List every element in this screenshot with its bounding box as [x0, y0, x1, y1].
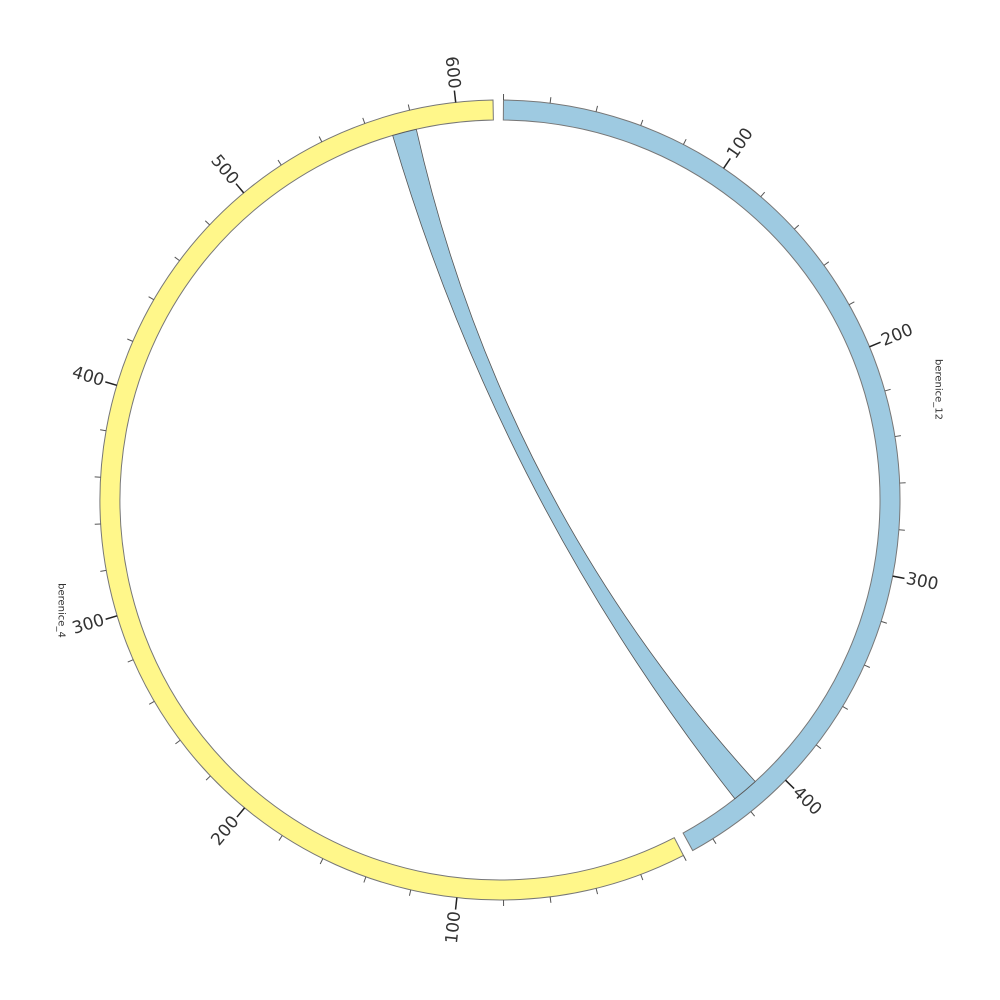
minor-tick	[100, 429, 107, 432]
minor-tick	[148, 296, 155, 301]
minor-tick	[319, 858, 324, 865]
minor-tick	[682, 138, 687, 145]
segment-label: berenice_4	[56, 583, 67, 638]
tick-label: 100	[442, 910, 465, 944]
minor-tick	[864, 664, 871, 668]
minor-tick	[595, 105, 598, 112]
major-tick	[784, 779, 795, 790]
major-tick	[236, 807, 246, 818]
minor-tick	[848, 301, 855, 306]
major-tick	[235, 183, 245, 194]
minor-tick	[549, 896, 552, 903]
segment-arc	[502, 99, 901, 852]
minor-tick	[880, 620, 888, 624]
minor-tick	[549, 97, 552, 104]
minor-tick	[277, 159, 282, 166]
major-tick	[105, 381, 118, 387]
minor-tick	[640, 119, 644, 126]
minor-tick	[174, 256, 180, 262]
minor-tick	[363, 876, 367, 883]
minor-tick	[205, 775, 211, 781]
minor-tick	[760, 191, 766, 198]
minor-tick	[794, 224, 800, 230]
minor-tick	[100, 569, 107, 572]
tick-label: 100	[723, 124, 758, 162]
minor-tick	[823, 261, 830, 266]
minor-tick	[362, 117, 366, 124]
minor-tick	[127, 338, 133, 342]
tick-label: 600	[441, 55, 464, 89]
segment-arc	[99, 99, 685, 901]
minor-tick	[408, 889, 412, 896]
minor-tick	[682, 855, 687, 862]
minor-tick	[204, 220, 210, 226]
tick-label: 300	[904, 569, 940, 595]
minor-tick	[842, 705, 849, 710]
tick-label: 200	[207, 812, 243, 850]
major-tick	[869, 341, 881, 348]
major-tick	[722, 157, 731, 169]
major-tick	[892, 575, 905, 580]
link-ribbon	[392, 128, 756, 800]
minor-tick	[175, 739, 181, 745]
minor-tick	[318, 136, 323, 143]
minor-tick	[750, 811, 756, 817]
major-tick	[453, 90, 457, 103]
minor-tick	[127, 659, 134, 663]
major-tick	[105, 615, 118, 620]
tick-label: 300	[70, 610, 107, 639]
tick-label: 400	[70, 362, 107, 390]
tick-label: 500	[206, 151, 242, 189]
tick-label: 200	[878, 320, 916, 351]
major-tick	[454, 897, 458, 910]
minor-tick	[148, 700, 155, 705]
minor-tick	[884, 388, 891, 392]
minor-tick	[815, 744, 822, 750]
minor-tick	[278, 835, 283, 841]
segment-label: berenice_12	[932, 359, 943, 420]
minor-tick	[407, 104, 411, 111]
minor-tick	[712, 838, 717, 845]
minor-tick	[640, 874, 644, 881]
minor-tick	[595, 888, 599, 895]
minor-tick	[894, 435, 901, 438]
